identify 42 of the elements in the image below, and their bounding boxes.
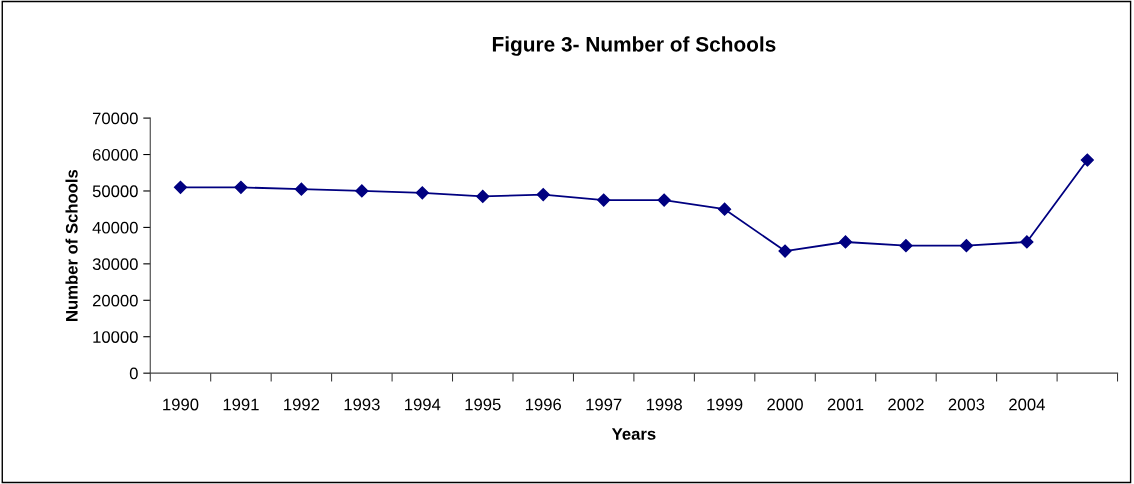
- y-axis-title: Number of Schools: [65, 169, 78, 321]
- x-tick-label: 1999: [707, 398, 743, 411]
- x-axis-title: Years: [611, 428, 656, 440]
- y-tick-label: 70000: [92, 112, 138, 125]
- y-tick-label: 40000: [92, 221, 138, 234]
- point: [476, 189, 490, 204]
- x-tick-label: 1992: [284, 398, 320, 411]
- y-tick-label: 10000: [93, 331, 138, 343]
- point: [536, 188, 550, 202]
- point: [838, 235, 853, 249]
- x-tick-label: 2001: [827, 398, 864, 411]
- point: [294, 182, 308, 196]
- y-tick-label: 30000: [92, 258, 138, 271]
- point: [959, 239, 974, 253]
- chart-title: Figure 3- Number of Schools: [492, 36, 776, 56]
- x-tick-label: 2003: [948, 398, 985, 411]
- point: [718, 202, 732, 216]
- x-tick-label: 1990: [163, 398, 199, 411]
- point: [597, 193, 611, 207]
- point: [355, 184, 369, 198]
- point: [173, 180, 188, 194]
- x-tick-label: 1991: [223, 398, 259, 411]
- point: [1020, 235, 1034, 249]
- point: [234, 180, 248, 194]
- y-tick-label: 20000: [92, 294, 138, 307]
- x-tick-label: 1994: [405, 398, 441, 411]
- point: [899, 239, 913, 253]
- x-tick-label: 1996: [525, 398, 562, 411]
- x-tick-label: 1998: [646, 398, 682, 411]
- y-tick-label: 0: [129, 367, 138, 380]
- point: [778, 244, 792, 258]
- point: [415, 186, 429, 200]
- x-tick-label: 1997: [586, 398, 622, 411]
- point: [1080, 153, 1094, 167]
- x-tick-label: 2000: [767, 398, 803, 411]
- x-tick-label: 2002: [888, 398, 924, 411]
- x-tick-label: 1993: [344, 398, 380, 411]
- x-tick-label: 1995: [465, 398, 501, 411]
- y-tick-label: 60000: [92, 148, 138, 161]
- y-tick-label: 50000: [92, 185, 138, 198]
- point: [657, 193, 671, 207]
- x-tick-label: 2004: [1009, 398, 1045, 411]
